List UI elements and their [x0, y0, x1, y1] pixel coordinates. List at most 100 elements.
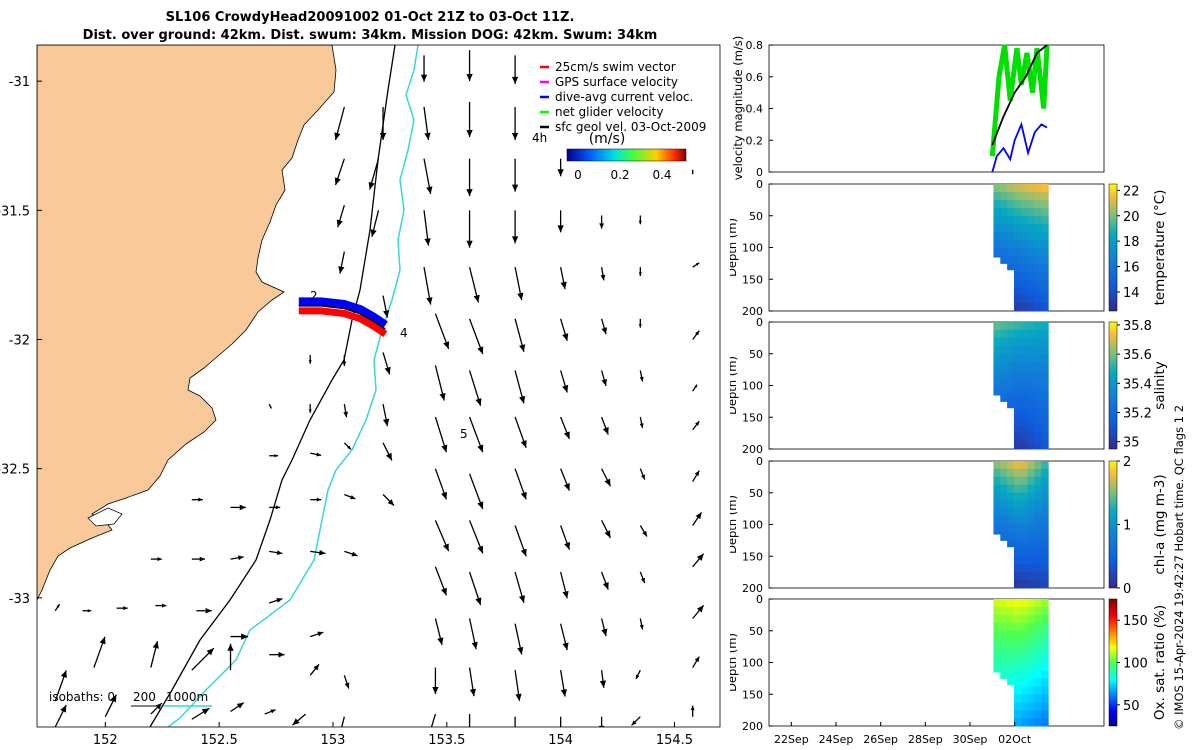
heatmap-cell — [993, 461, 1001, 470]
heatmap-cell — [1041, 303, 1049, 312]
heatmap-panel-oxygen: Depth (m) 0 50 100 150 200 50 100 150 Ox. sat. ra… — [730, 593, 1168, 733]
heatmap-cell — [1034, 287, 1042, 296]
heatmap-cell — [1013, 500, 1022, 510]
heatmap-cell — [1027, 516, 1035, 525]
heatmap-cell — [1013, 516, 1022, 525]
heatmap-cell — [1041, 614, 1049, 624]
heatmap-cell — [1027, 662, 1035, 671]
heatmap-cell — [1020, 369, 1029, 379]
heatmap-cell — [1013, 548, 1022, 557]
map-y-tick-label: -32.5 — [0, 463, 30, 478]
current-vector — [468, 267, 480, 303]
current-vector — [434, 520, 450, 552]
heatmap-cell — [1007, 599, 1015, 608]
heatmap-cell — [993, 377, 1001, 386]
heatmap-cell — [1034, 524, 1042, 533]
heatmap-cell — [1020, 271, 1029, 280]
current-vector — [54, 670, 67, 702]
heatmap-cell — [1034, 606, 1042, 616]
heatmap-cell — [993, 247, 1001, 256]
heatmap-cell — [1020, 646, 1029, 656]
heatmap-cell — [993, 484, 1001, 494]
heatmap-cell — [1027, 556, 1035, 565]
current-vector — [309, 631, 324, 638]
current-vector — [514, 623, 524, 655]
heatmap-y-tick-label: 50 — [749, 625, 763, 638]
heatmap-y-tick-label: 100 — [742, 242, 763, 255]
current-vector — [692, 420, 700, 431]
heatmap-cell — [1013, 622, 1022, 632]
heatmap-cell — [1027, 524, 1035, 533]
heatmap-cell — [1020, 353, 1029, 363]
heatmap-frame — [768, 598, 1105, 727]
heatmap-cell — [1013, 231, 1022, 241]
heatmap-cell — [1041, 191, 1049, 201]
heatmap-cell — [1013, 599, 1022, 608]
heatmap-cell — [1020, 303, 1029, 312]
current-vector — [692, 330, 700, 340]
heatmap-frame — [768, 321, 1105, 450]
heatmap-y-tick-label: 0 — [756, 593, 763, 606]
heatmap-cell — [1013, 377, 1022, 386]
heatmap-cell — [993, 622, 1001, 632]
heatmap-y-tick-label: 100 — [742, 519, 763, 532]
current-vector — [423, 210, 431, 246]
heatmap-cell — [1007, 231, 1015, 241]
heatmap-cell — [1020, 409, 1029, 418]
heatmap-cell — [1027, 540, 1035, 549]
heatmap-cell — [1013, 271, 1022, 280]
heatmap-cell — [1007, 239, 1015, 248]
colorbar-tick-label: 20 — [1123, 210, 1140, 225]
colorbar-label: salinity — [1152, 361, 1168, 409]
heatmap-cell — [1041, 329, 1049, 339]
current-vector — [600, 618, 608, 637]
current-vector — [560, 468, 571, 491]
heatmap-cell — [1020, 468, 1029, 478]
heatmap-cell — [1041, 287, 1049, 296]
current-vector — [269, 550, 283, 556]
map-x-ticks: 152 152.5 153 153.5 154 154.5 — [93, 722, 693, 748]
heatmap-cell — [1041, 548, 1049, 557]
heatmap-colorbar — [1108, 183, 1118, 312]
heatmap-cell — [1027, 377, 1035, 386]
heatmap-cell — [1034, 622, 1042, 632]
heatmap-cell — [1041, 353, 1049, 363]
legend-label: net glider velocity — [555, 105, 663, 119]
time-x-tick-label: 26Sep — [863, 733, 898, 746]
current-vector — [196, 607, 212, 614]
heatmap-cell — [1034, 377, 1042, 386]
heatmap-cell — [1013, 638, 1022, 648]
heatmap-cell — [1013, 409, 1022, 418]
current-vector — [560, 370, 569, 393]
heatmap-cell — [1041, 572, 1049, 581]
heatmap-cell — [1027, 393, 1035, 402]
heatmap-cell — [1007, 191, 1015, 201]
heatmap-cell — [1027, 710, 1035, 719]
colorbar-tick-label: 35 — [1123, 436, 1140, 451]
heatmap-cell — [1041, 710, 1049, 719]
track-label-2: 2 — [310, 289, 318, 303]
current-vector — [560, 623, 569, 651]
heatmap-cell — [1034, 710, 1042, 719]
heatmap-cell — [993, 223, 1001, 233]
heatmap-cell — [1041, 622, 1049, 632]
heatmap-cell — [1020, 662, 1029, 671]
heatmap-cell — [1034, 393, 1042, 402]
heatmap-cell — [1041, 377, 1049, 386]
current-vector — [264, 709, 276, 715]
heatmap-cell — [993, 468, 1001, 478]
heatmap-cell — [1000, 329, 1008, 339]
heatmap-cell — [993, 662, 1001, 671]
heatmap-cell — [1007, 606, 1015, 616]
heatmap-cell — [1013, 369, 1022, 379]
current-vector — [423, 106, 431, 141]
colorbar-tick-label: 35.4 — [1123, 377, 1152, 392]
heatmap-cell — [1007, 215, 1015, 225]
heatmap-cell — [1041, 385, 1049, 394]
current-vector — [557, 210, 564, 233]
heatmap-cell — [1000, 630, 1008, 640]
current-vector — [150, 557, 162, 562]
heatmap-cell — [1020, 441, 1029, 450]
heatmap-cell — [1013, 329, 1022, 339]
heatmap-y-tick-label: 0 — [756, 316, 763, 329]
